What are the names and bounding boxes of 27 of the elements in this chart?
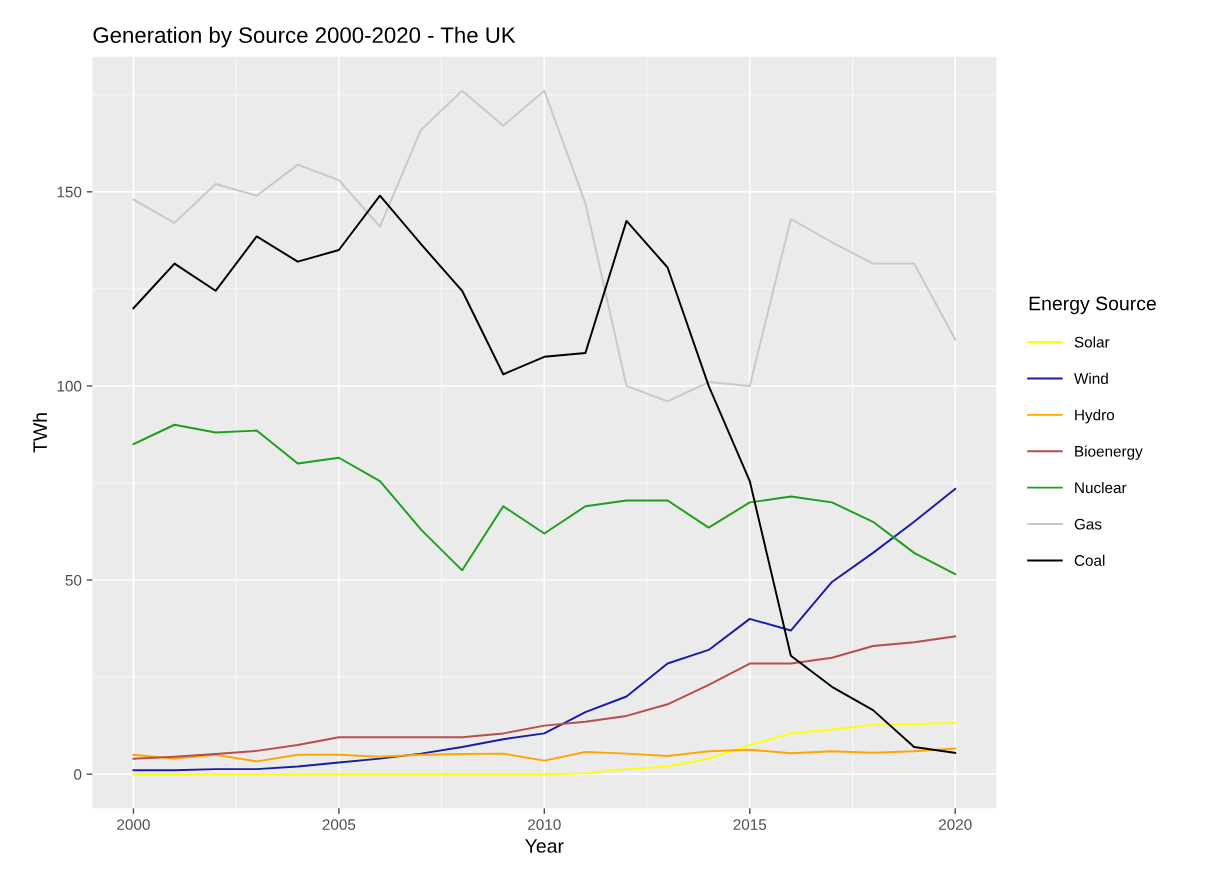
line-series bbox=[132, 89, 957, 403]
y-tick-label: 150 bbox=[57, 186, 82, 198]
y-tick-label: 100 bbox=[57, 380, 82, 392]
y-axis-title: TWh bbox=[32, 413, 47, 453]
line-series bbox=[132, 194, 957, 754]
x-tick-label: 2000 bbox=[117, 819, 150, 830]
line-series bbox=[132, 747, 957, 763]
legend-title: Energy Source bbox=[1029, 296, 1156, 315]
y-tick-label: 0 bbox=[74, 769, 82, 780]
x-tick-label: 2010 bbox=[528, 819, 561, 830]
legend-label: Bioenergy bbox=[1075, 445, 1143, 460]
chart-title: Generation by Source 2000-2020 - The UK bbox=[93, 26, 516, 48]
x-tick-label: 2005 bbox=[322, 819, 356, 830]
legend-label: Solar bbox=[1074, 336, 1110, 348]
x-axis-title: Year bbox=[525, 839, 564, 853]
line-series bbox=[132, 635, 957, 760]
y-tick-label: 50 bbox=[65, 574, 82, 586]
legend-label: Wind bbox=[1074, 372, 1108, 384]
legend-label: Nuclear bbox=[1075, 481, 1127, 494]
legend-label: Gas bbox=[1074, 518, 1102, 530]
line-series bbox=[132, 423, 957, 576]
legend-label: Coal bbox=[1074, 554, 1105, 566]
x-tick-label: 2020 bbox=[938, 819, 972, 830]
line-series bbox=[132, 487, 957, 772]
legend-label: Hydro bbox=[1075, 409, 1115, 424]
line-series bbox=[132, 721, 957, 776]
x-tick-label: 2015 bbox=[733, 819, 767, 830]
